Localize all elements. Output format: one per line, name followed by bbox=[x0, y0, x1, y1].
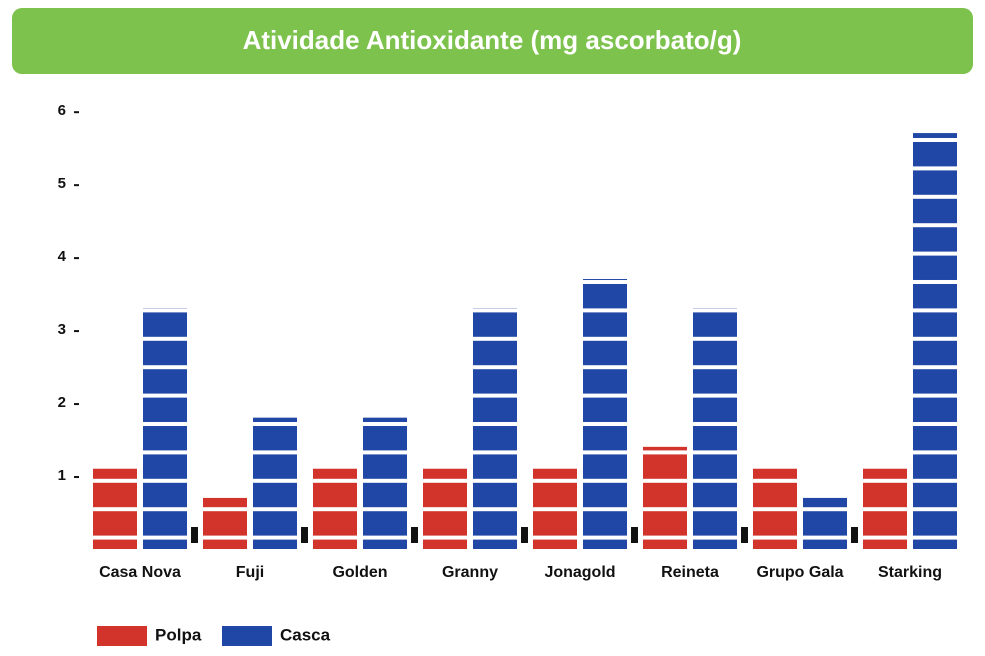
page: {"chart_data": {"type": "bar", "title": … bbox=[0, 0, 985, 656]
y-tick-label: 6 bbox=[58, 102, 66, 119]
bar-stripes bbox=[533, 469, 577, 549]
bar-group bbox=[143, 308, 187, 549]
bar-stripes bbox=[363, 418, 407, 549]
bar-group bbox=[313, 469, 357, 549]
bar-stripes bbox=[93, 469, 137, 549]
bar-stripes bbox=[913, 133, 957, 549]
bar-stripes bbox=[143, 308, 187, 549]
bar-stripes bbox=[753, 469, 797, 549]
x-tick-label: Casa Nova bbox=[99, 564, 181, 581]
bar-group bbox=[423, 469, 467, 549]
legend-label: Casca bbox=[280, 625, 331, 644]
bar-group bbox=[863, 469, 907, 549]
bar-group bbox=[693, 308, 737, 549]
bar-stripes bbox=[313, 469, 357, 549]
chart-title: Atividade Antioxidante (mg ascorbato/g) bbox=[243, 25, 742, 55]
group-separator bbox=[851, 527, 858, 543]
x-tick-label: Starking bbox=[878, 564, 942, 581]
bar-stripes bbox=[203, 498, 247, 549]
bar-group bbox=[583, 279, 627, 549]
bar-stripes bbox=[693, 308, 737, 549]
bar-group bbox=[253, 418, 297, 549]
group-separator bbox=[741, 527, 748, 543]
x-tick-label: Reineta bbox=[661, 564, 719, 581]
y-tick-label: 3 bbox=[58, 321, 66, 338]
y-tick-label: 2 bbox=[58, 394, 66, 411]
bar-stripes bbox=[803, 498, 847, 549]
x-tick-label: Granny bbox=[442, 564, 498, 581]
group-separator bbox=[521, 527, 528, 543]
group-separator bbox=[191, 527, 198, 543]
legend-label: Polpa bbox=[155, 625, 202, 644]
group-separator bbox=[301, 527, 308, 543]
y-tick-label: 5 bbox=[58, 175, 66, 192]
bar-group bbox=[913, 133, 957, 549]
y-tick-label: 1 bbox=[58, 467, 66, 484]
x-tick-label: Fuji bbox=[236, 564, 264, 581]
bar-group bbox=[803, 498, 847, 549]
bar-stripes bbox=[253, 418, 297, 549]
bar-stripes bbox=[423, 469, 467, 549]
bar-group bbox=[473, 308, 517, 549]
legend-swatch bbox=[222, 626, 272, 646]
y-tick-label: 4 bbox=[58, 248, 67, 265]
x-tick-label: Jonagold bbox=[544, 564, 615, 581]
bar-stripes bbox=[643, 447, 687, 549]
bar-stripes bbox=[473, 308, 517, 549]
x-tick-label: Golden bbox=[332, 564, 387, 581]
bar-group bbox=[753, 469, 797, 549]
bar-group bbox=[203, 498, 247, 549]
legend-swatch bbox=[97, 626, 147, 646]
bar-group bbox=[363, 418, 407, 549]
x-tick-label: Grupo Gala bbox=[756, 564, 843, 581]
bar-stripes bbox=[583, 279, 627, 549]
bar-group bbox=[643, 447, 687, 549]
bar-group bbox=[93, 469, 137, 549]
group-separator bbox=[411, 527, 418, 543]
chart: Atividade Antioxidante (mg ascorbato/g) … bbox=[0, 0, 985, 656]
group-separator bbox=[631, 527, 638, 543]
bar-stripes bbox=[863, 469, 907, 549]
bar-group bbox=[533, 469, 577, 549]
